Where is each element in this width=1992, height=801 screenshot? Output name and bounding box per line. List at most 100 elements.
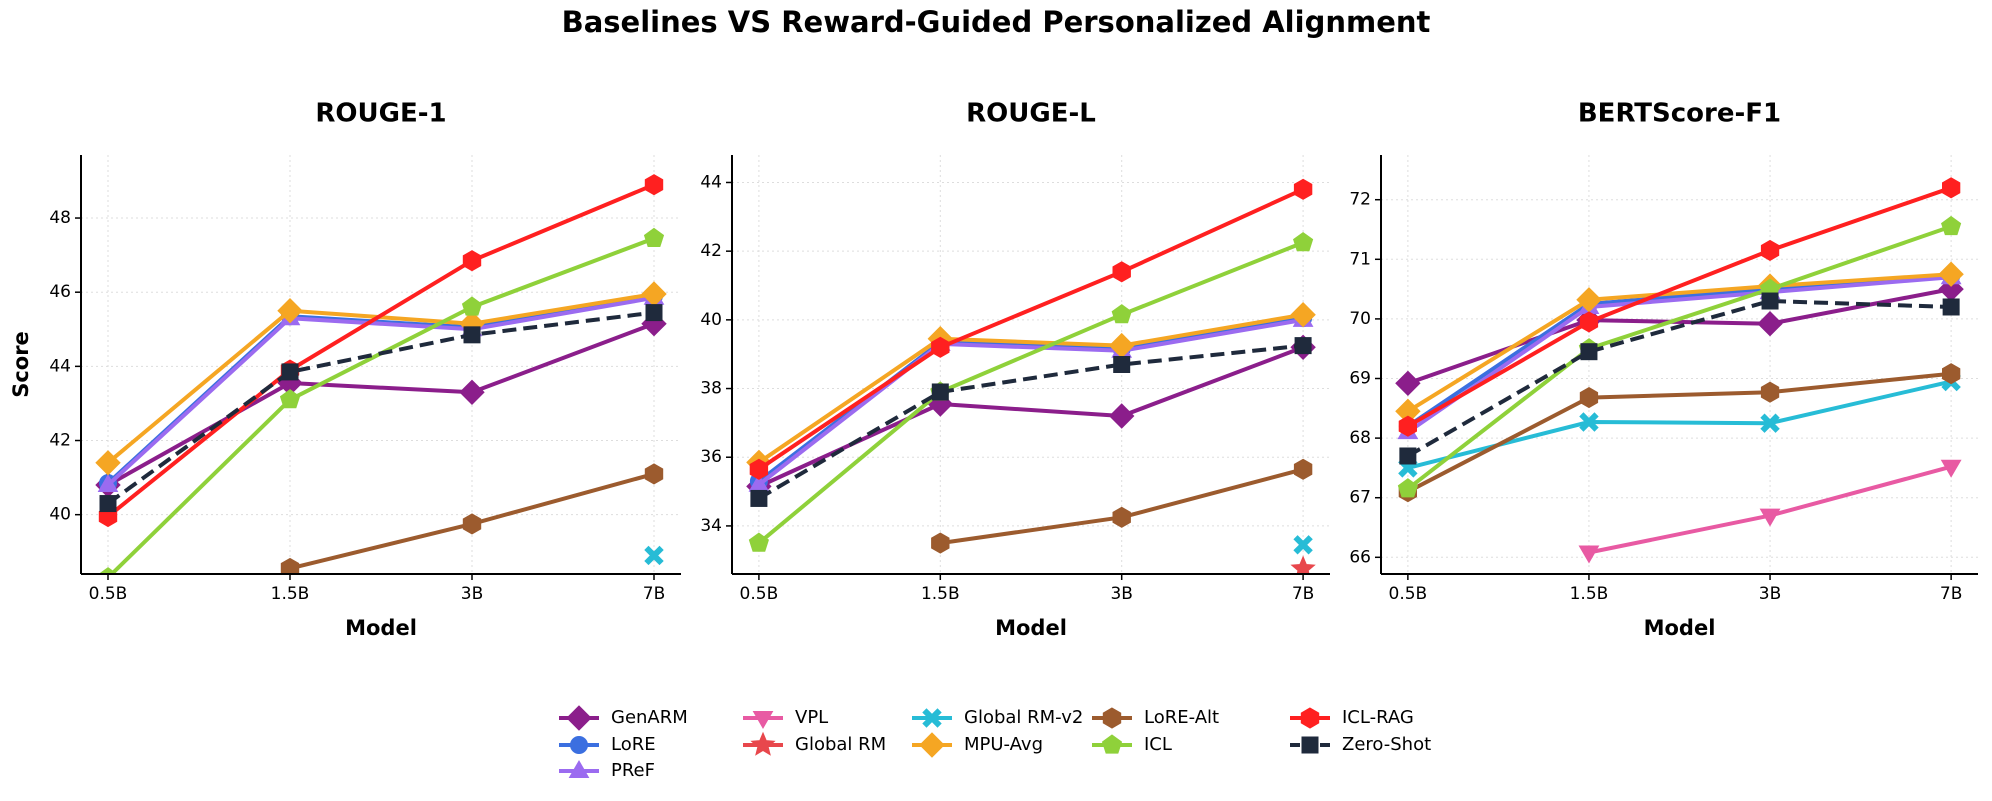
legend-label: ICL-RAG [1342,707,1414,728]
series-line [757,312,1304,465]
y-tick-label: 36 [700,447,722,467]
x-axis-label: Model [1644,616,1716,640]
data-point [1113,356,1131,373]
series-line [757,240,1304,545]
legend-marker [570,736,588,754]
data-point [750,489,768,507]
data-point [1941,215,1962,236]
data-point [1397,478,1418,498]
data-point [644,545,664,566]
data-point [281,363,299,381]
legend-label: PReF [611,760,655,781]
legend-label: LoRE-Alt [1144,707,1219,728]
data-point [1290,555,1316,574]
legend-label: Global RM [795,734,886,755]
data-point [1294,337,1312,355]
data-point [1579,311,1599,333]
legend-marker [919,732,945,758]
data-point [279,389,301,409]
series-line [1406,299,1952,458]
y-tick-label: 40 [700,310,722,330]
y-tick-label: 42 [700,241,722,261]
plot-area [1395,177,1964,564]
legend-marker [752,711,774,730]
data-point [1399,447,1417,465]
x-tick-label: 7B [1292,584,1314,604]
data-point [1111,304,1132,324]
series-line [757,317,1304,487]
data-point [1395,370,1421,397]
legend-marker [1102,707,1122,729]
data-point [462,513,482,535]
plot-area [95,174,667,574]
data-point [1759,508,1781,527]
x-axis-label: Model [995,616,1067,640]
data-point [1579,412,1599,432]
y-tick-label: 70 [1349,309,1371,329]
data-point [644,463,664,485]
x-tick-label: 3B [1759,584,1781,604]
data-point [97,473,119,492]
series-line [106,310,655,506]
y-tick-label: 69 [1349,369,1371,389]
x-axis-label: Model [345,616,417,640]
legend-marker [1301,736,1319,754]
data-point [748,532,769,552]
data-point [462,250,482,272]
data-point [1578,545,1600,564]
data-point [931,383,949,401]
legend-label: LoRE [611,734,656,755]
legend-marker [922,708,942,728]
y-axis-label: Score [9,331,33,398]
data-point [1942,298,1960,316]
data-point [1108,403,1135,429]
series-line [1406,185,1952,428]
data-point [1293,535,1313,555]
x-tick-label: 3B [461,584,483,604]
data-point [1760,381,1780,403]
legend-label: MPU-Avg [964,734,1043,755]
series-line [1406,274,1952,428]
y-tick-label: 40 [49,505,71,525]
data-point [1760,413,1780,433]
y-tick-label: 68 [1349,428,1371,448]
data-point [99,495,117,513]
data-point [277,297,303,324]
data-point [1290,301,1316,328]
series-line [1406,272,1952,414]
data-point [1293,178,1313,200]
subplot-title: BERTScore-F1 [1578,99,1781,129]
data-point [1112,261,1131,283]
data-point [1942,177,1961,199]
series-line [1406,224,1952,491]
legend-marker [1300,707,1320,729]
series-line [757,343,1304,501]
legend-label: GenARM [611,707,688,728]
legend-marker [566,705,592,731]
series-line [1406,371,1952,494]
series-line [757,187,1304,471]
data-point [749,458,769,480]
y-tick-label: 42 [49,431,71,451]
y-tick-label: 44 [700,172,722,192]
x-tick-label: 0.5B [1389,584,1428,604]
y-tick-label: 71 [1349,249,1371,269]
x-tick-label: 1.5B [1570,584,1609,604]
legend-label: ICL [1144,734,1172,755]
series-line [106,182,655,519]
data-point [1579,387,1599,409]
x-tick-label: 0.5B [89,584,128,604]
data-point [1112,506,1131,528]
x-tick-label: 7B [1940,584,1962,604]
data-point [1761,292,1779,310]
data-point [459,379,485,406]
data-point [931,532,950,554]
data-point [1108,332,1135,359]
data-point [1938,261,1964,287]
data-point [1942,363,1961,385]
x-tick-label: 1.5B [271,584,310,604]
legend-marker [1101,734,1123,754]
y-tick-label: 46 [49,282,71,302]
data-point [1293,458,1313,480]
